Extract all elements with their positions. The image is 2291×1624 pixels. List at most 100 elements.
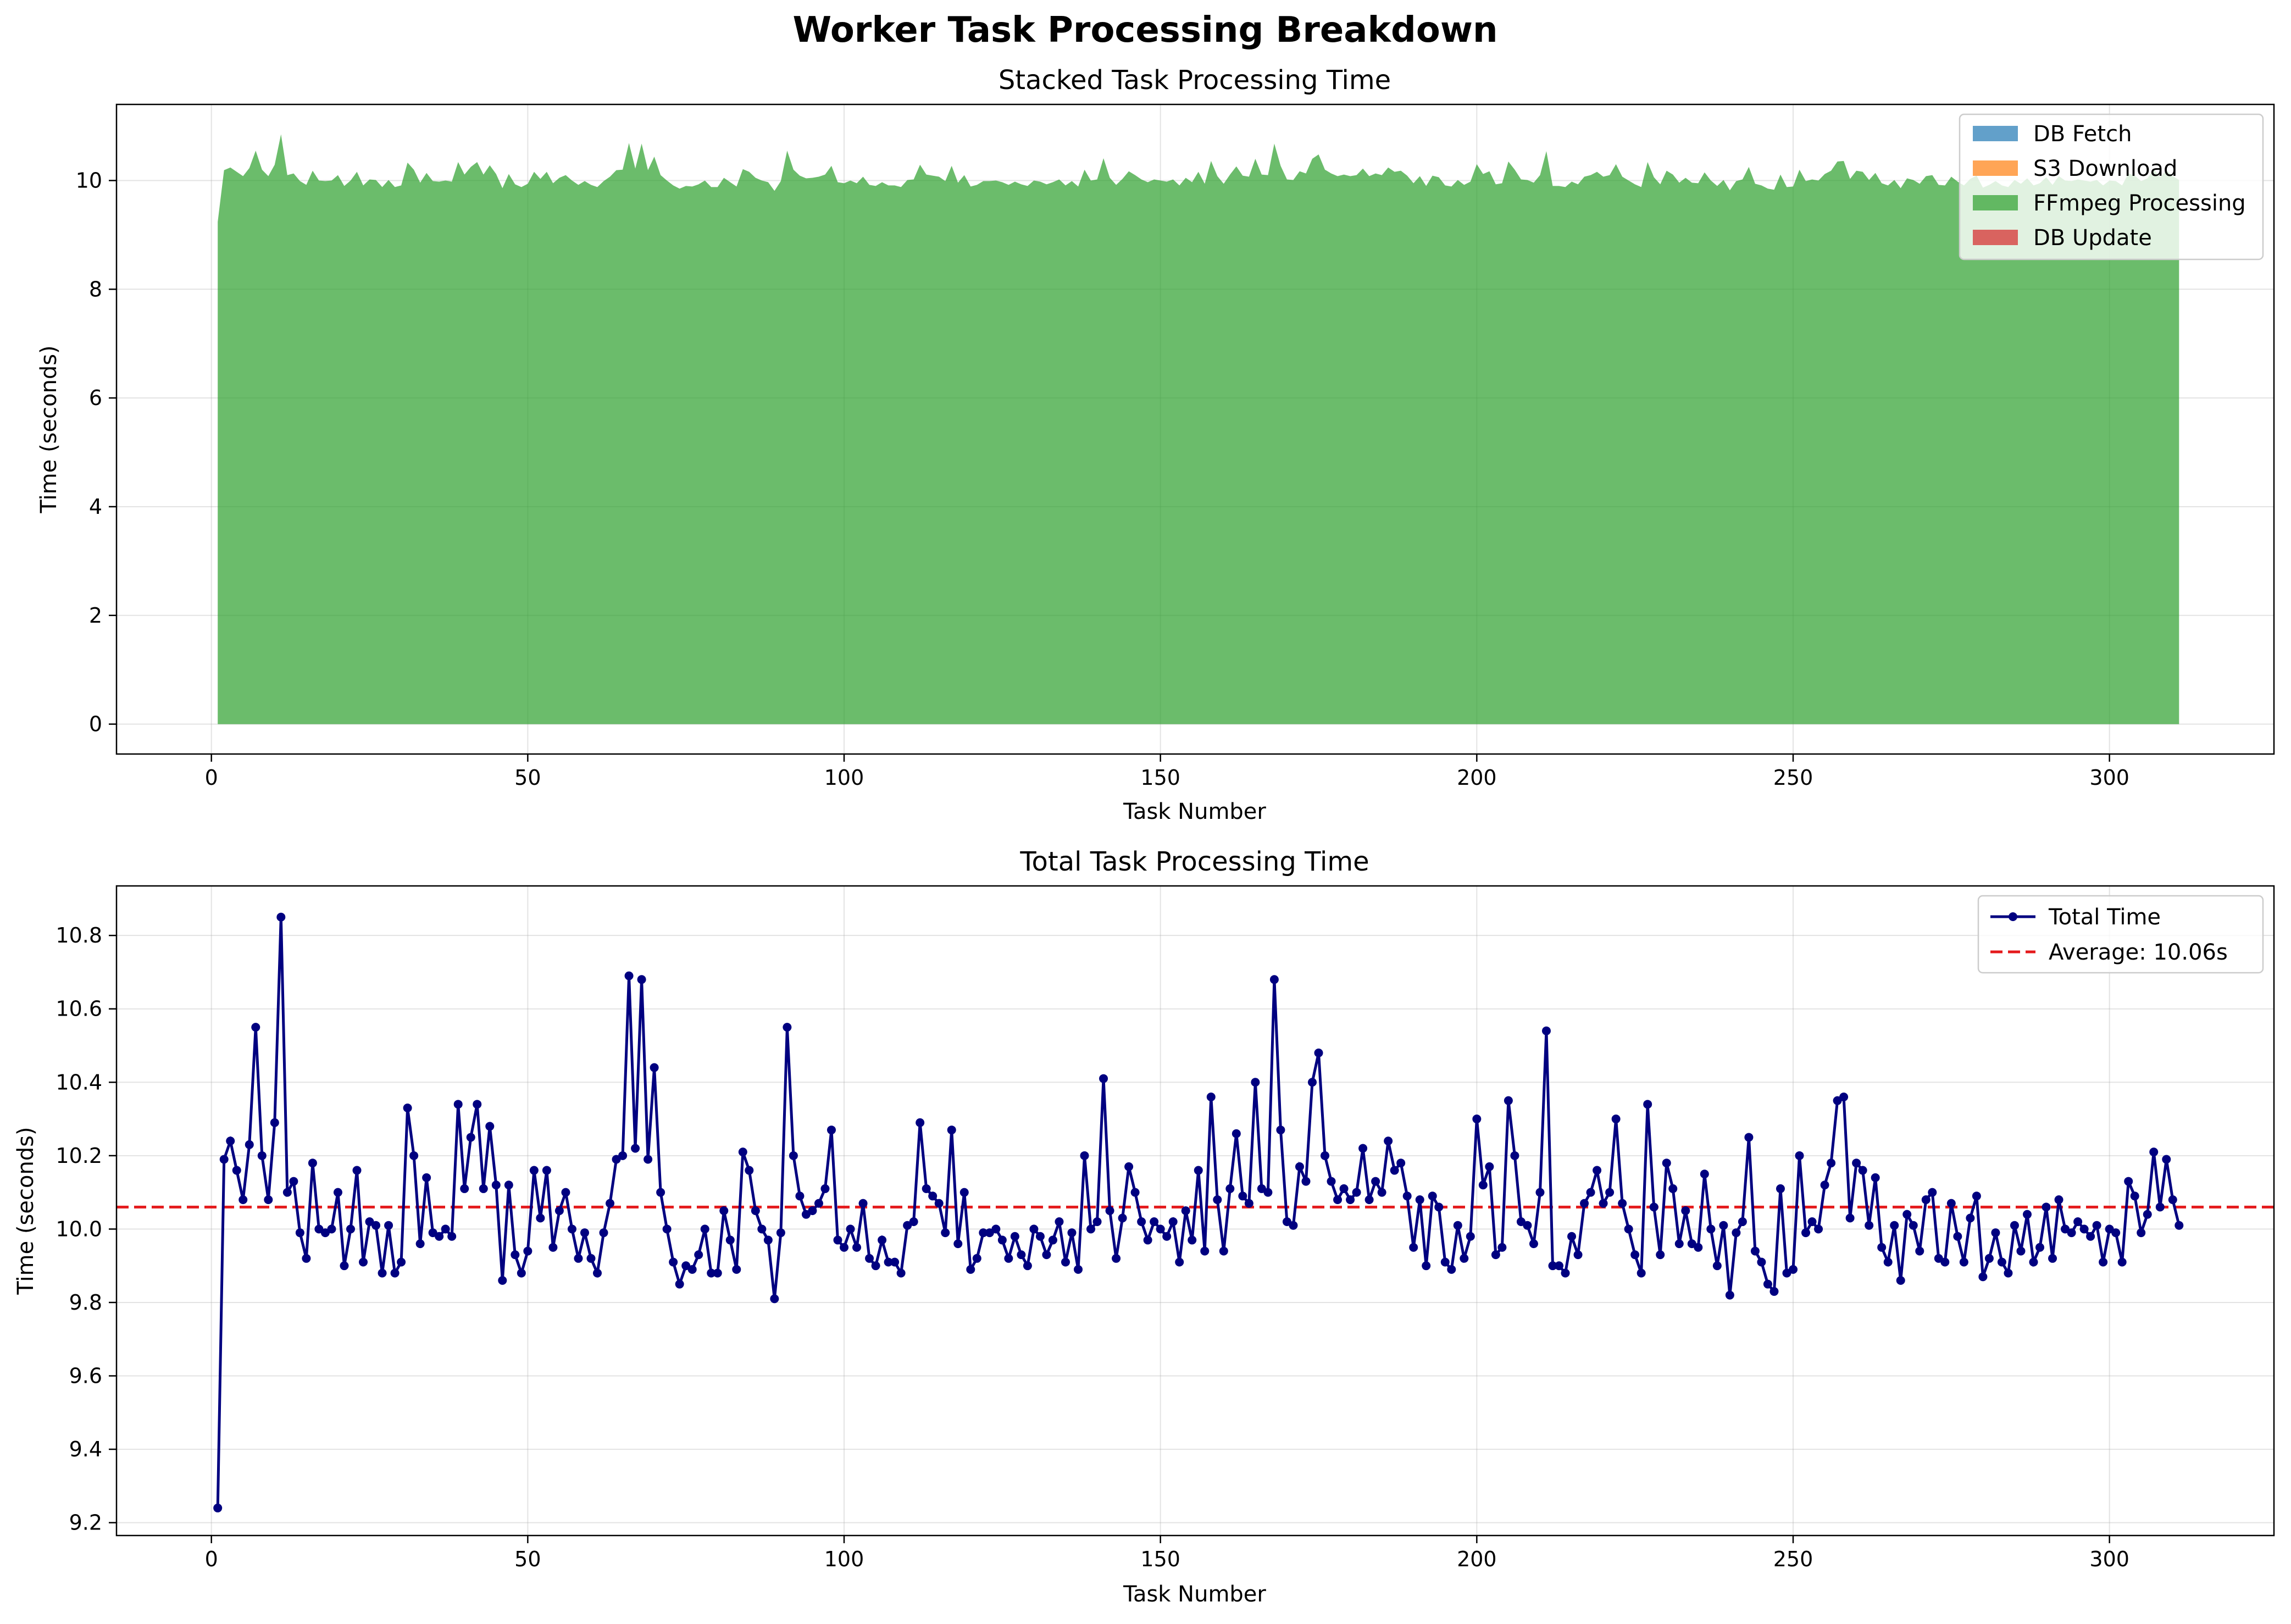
total-time-point bbox=[523, 1246, 532, 1256]
total-time-point bbox=[814, 1199, 823, 1208]
total-time-point bbox=[1681, 1206, 1690, 1215]
total-time-point bbox=[1364, 1195, 1374, 1204]
total-time-point bbox=[1662, 1159, 1671, 1168]
total-time-point bbox=[1321, 1151, 1330, 1160]
total-time-point bbox=[1409, 1243, 1418, 1252]
total-time-point bbox=[1593, 1166, 1602, 1175]
total-ytick-label: 10.2 bbox=[56, 1144, 102, 1168]
total-chart-xlabel: Task Number bbox=[1123, 1582, 1266, 1607]
total-time-point bbox=[226, 1137, 235, 1146]
total-time-point bbox=[327, 1224, 336, 1234]
total-time-point bbox=[934, 1199, 944, 1208]
total-time-point bbox=[295, 1228, 304, 1238]
total-time-point bbox=[1118, 1213, 1127, 1223]
legend-label-db-update: DB Update bbox=[2033, 225, 2152, 251]
total-time-point bbox=[669, 1257, 678, 1267]
total-time-point bbox=[574, 1254, 583, 1263]
total-time-point bbox=[953, 1239, 963, 1249]
total-time-point bbox=[1725, 1290, 1734, 1300]
total-time-point bbox=[460, 1184, 469, 1193]
total-time-point bbox=[1789, 1265, 1798, 1274]
total-time-point bbox=[1624, 1224, 1633, 1234]
total-time-point bbox=[352, 1166, 362, 1175]
total-time-point bbox=[1074, 1265, 1083, 1274]
total-time-point bbox=[650, 1063, 659, 1072]
total-time-point bbox=[1769, 1287, 1779, 1296]
total-time-point bbox=[947, 1126, 956, 1135]
total-ytick-label: 10.8 bbox=[56, 923, 102, 947]
total-time-point bbox=[1605, 1188, 1615, 1197]
total-time-point bbox=[618, 1151, 628, 1160]
total-time-point bbox=[473, 1100, 482, 1109]
total-time-point bbox=[2010, 1221, 2019, 1230]
total-time-point bbox=[371, 1221, 381, 1230]
total-time-point bbox=[1472, 1115, 1482, 1124]
total-time-point bbox=[1801, 1228, 1811, 1238]
total-xtick-label: 100 bbox=[824, 1547, 864, 1571]
total-time-point bbox=[1023, 1261, 1032, 1271]
stacked-xtick-label: 250 bbox=[1773, 766, 1813, 790]
total-time-point bbox=[909, 1217, 918, 1227]
total-time-point bbox=[1244, 1199, 1253, 1208]
total-time-point bbox=[270, 1118, 279, 1127]
legend-label-ffmpeg: FFmpeg Processing bbox=[2033, 191, 2246, 216]
stacked-chart-ticks: 0 50 100 150 200 250 300 0 2 4 6 8 10 bbox=[76, 168, 2129, 790]
total-time-point bbox=[1213, 1195, 1222, 1204]
total-xtick-label: 0 bbox=[205, 1547, 218, 1571]
total-time-chart: Total Task Processing Time 0 50 100 150 200 2… bbox=[13, 846, 2275, 1607]
total-time-point bbox=[2137, 1228, 2146, 1238]
total-time-point bbox=[1346, 1195, 1355, 1204]
total-time-point bbox=[2111, 1228, 2121, 1238]
total-time-point bbox=[878, 1235, 887, 1245]
total-time-point bbox=[644, 1155, 653, 1164]
total-time-point bbox=[1048, 1235, 1057, 1245]
stacked-chart-frame bbox=[115, 103, 2275, 755]
total-time-point bbox=[852, 1243, 862, 1252]
total-time-point bbox=[1428, 1191, 1437, 1201]
total-time-point bbox=[1852, 1159, 1861, 1168]
total-time-point bbox=[2016, 1246, 2026, 1256]
legend-swatch-ffmpeg bbox=[1973, 195, 2018, 210]
total-time-point bbox=[1573, 1250, 1583, 1260]
total-time-point bbox=[466, 1133, 475, 1142]
total-time-point bbox=[1232, 1129, 1241, 1138]
total-time-point bbox=[687, 1265, 697, 1274]
total-time-point bbox=[979, 1228, 988, 1238]
total-time-point bbox=[415, 1239, 425, 1249]
total-time-point bbox=[997, 1235, 1007, 1245]
total-time-point bbox=[959, 1188, 969, 1197]
total-time-point bbox=[1137, 1217, 1146, 1227]
total-time-point bbox=[333, 1188, 342, 1197]
total-time-point bbox=[700, 1224, 709, 1234]
total-time-point bbox=[1744, 1133, 1754, 1142]
total-xtick-label: 250 bbox=[1773, 1547, 1813, 1571]
total-time-point bbox=[1567, 1232, 1577, 1241]
total-time-point bbox=[1548, 1261, 1557, 1271]
total-time-point bbox=[1497, 1243, 1507, 1252]
total-time-point bbox=[858, 1199, 868, 1208]
total-time-point bbox=[1738, 1217, 1747, 1227]
total-time-point bbox=[656, 1188, 665, 1197]
total-time-point bbox=[2117, 1257, 2127, 1267]
total-time-point bbox=[1168, 1217, 1178, 1227]
legend-marker-total-time bbox=[2009, 912, 2017, 921]
total-time-point bbox=[1402, 1191, 1412, 1201]
total-time-point bbox=[238, 1195, 248, 1204]
total-time-point bbox=[1175, 1257, 1184, 1267]
total-chart-frame bbox=[115, 885, 2275, 1537]
legend-label-average: Average: 10.06s bbox=[2049, 940, 2228, 965]
total-time-point bbox=[1092, 1217, 1102, 1227]
total-time-point bbox=[719, 1206, 729, 1215]
total-time-point bbox=[536, 1213, 545, 1223]
total-time-point bbox=[1276, 1126, 1285, 1135]
total-chart-title: Total Task Processing Time bbox=[1019, 846, 1369, 877]
total-time-point bbox=[1896, 1276, 1905, 1285]
stacked-ytick-label: 6 bbox=[89, 386, 102, 410]
total-ytick-label: 9.6 bbox=[69, 1364, 102, 1388]
total-time-point bbox=[624, 971, 634, 980]
total-time-point bbox=[282, 1188, 292, 1197]
total-time-point bbox=[757, 1224, 767, 1234]
total-chart-legend: Total Time Average: 10.06s bbox=[1977, 895, 2264, 974]
stacked-chart-xlabel: Task Number bbox=[1123, 799, 1266, 824]
total-time-point bbox=[2099, 1257, 2108, 1267]
